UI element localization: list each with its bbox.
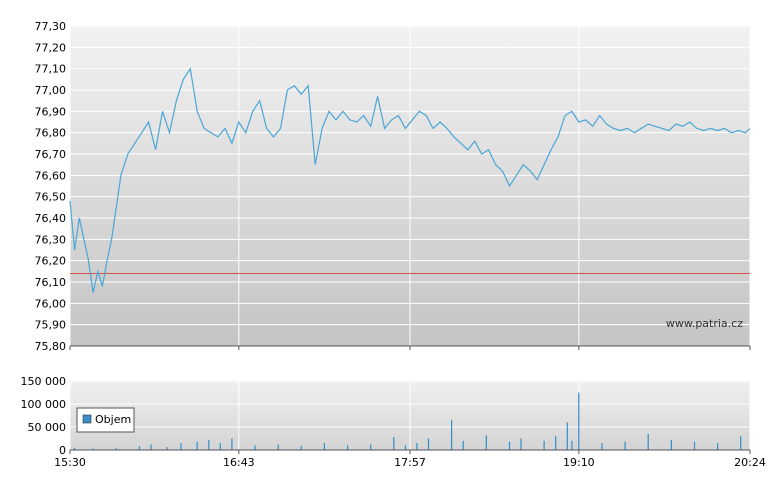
volume-bar bbox=[180, 443, 182, 450]
legend: Objem bbox=[76, 407, 135, 433]
price-y-tick-label: 76,70 bbox=[35, 148, 67, 161]
volume-y-tick-label: 100 000 bbox=[21, 398, 67, 411]
volume-bar bbox=[555, 436, 557, 450]
x-tick-label: 17:57 bbox=[394, 456, 426, 469]
volume-bar bbox=[740, 436, 742, 450]
volume-bar bbox=[138, 446, 140, 450]
volume-y-tick-label: 50 000 bbox=[28, 421, 67, 434]
volume-bar bbox=[150, 444, 152, 450]
volume-bar bbox=[578, 392, 580, 450]
volume-bar bbox=[74, 447, 76, 450]
volume-bar bbox=[571, 440, 573, 450]
volume-bar bbox=[347, 445, 349, 450]
volume-bar bbox=[520, 438, 522, 450]
price-y-tick-label: 75,90 bbox=[35, 319, 67, 332]
volume-bar bbox=[92, 448, 94, 450]
price-y-tick-label: 76,20 bbox=[35, 255, 67, 268]
volume-y-axis: 150 000 100 000 50 000 0 bbox=[21, 375, 67, 457]
volume-x-axis: 15:30 16:43 17:57 19:10 20:24 bbox=[54, 450, 766, 469]
volume-bars bbox=[74, 392, 742, 450]
volume-bar bbox=[451, 420, 453, 450]
x-tick-label: 15:30 bbox=[54, 456, 86, 469]
price-y-tick-label: 77,20 bbox=[35, 41, 67, 54]
volume-bar bbox=[208, 439, 210, 450]
volume-bar bbox=[300, 445, 302, 450]
volume-bar bbox=[462, 440, 464, 450]
price-y-tick-label: 76,60 bbox=[35, 169, 67, 182]
volume-bar bbox=[323, 443, 325, 450]
volume-bar bbox=[543, 440, 545, 450]
volume-bar bbox=[693, 441, 696, 450]
price-y-axis: 77,30 77,20 77,10 77,00 76,90 76,80 76,70 76,60… bbox=[35, 20, 67, 353]
volume-bar bbox=[624, 441, 626, 450]
volume-bar bbox=[670, 439, 672, 450]
volume-y-tick-label: 150 000 bbox=[21, 375, 67, 388]
price-y-tick-label: 76,40 bbox=[35, 212, 67, 225]
volume-bar bbox=[219, 443, 221, 450]
price-y-tick-label: 77,00 bbox=[35, 84, 67, 97]
volume-bar bbox=[166, 447, 168, 450]
price-series-line bbox=[69, 67, 751, 293]
volume-bar bbox=[717, 443, 719, 450]
volume-bar bbox=[277, 444, 279, 450]
legend-swatch bbox=[82, 414, 92, 424]
volume-bar bbox=[647, 433, 649, 450]
volume-bar bbox=[231, 438, 233, 450]
volume-bar bbox=[393, 437, 395, 450]
price-panel: 77,30 77,20 77,10 77,00 76,90 76,80 76,70 76,60… bbox=[35, 20, 751, 353]
volume-bar bbox=[601, 443, 603, 450]
price-y-tick-label: 76,80 bbox=[35, 127, 67, 140]
volume-bar bbox=[566, 422, 568, 450]
price-y-tick-label: 77,10 bbox=[35, 63, 67, 76]
volume-panel: 150 000 100 000 50 000 0 15:30 16:43 17:57 19:… bbox=[21, 375, 766, 469]
volume-bar bbox=[427, 438, 430, 450]
volume-bar bbox=[115, 448, 117, 450]
price-y-tick-label: 77,30 bbox=[35, 20, 67, 33]
price-y-tick-label: 76,10 bbox=[35, 276, 67, 289]
price-y-tick-label: 76,30 bbox=[35, 233, 67, 246]
x-tick-label: 19:10 bbox=[563, 456, 595, 469]
volume-bar bbox=[370, 444, 372, 450]
price-y-tick-label: 76,00 bbox=[35, 297, 67, 310]
legend-label: Objem bbox=[95, 413, 131, 426]
price-y-tick-label: 76,90 bbox=[35, 105, 67, 118]
volume-bar bbox=[485, 435, 487, 450]
price-gridlines bbox=[69, 25, 751, 347]
volume-bar bbox=[196, 441, 198, 450]
volume-bar bbox=[404, 445, 406, 450]
volume-y-tick-label: 0 bbox=[59, 444, 66, 457]
x-tick-label: 16:43 bbox=[223, 456, 255, 469]
price-y-tick-label: 75,80 bbox=[35, 340, 67, 353]
watermark: www.patria.cz bbox=[666, 317, 743, 330]
volume-bar bbox=[254, 445, 256, 450]
volume-bar bbox=[508, 441, 511, 450]
volume-bar bbox=[416, 443, 418, 450]
price-y-tick-label: 76,50 bbox=[35, 191, 67, 204]
x-tick-label: 20:24 bbox=[734, 456, 766, 469]
price-x-axis bbox=[69, 346, 751, 350]
